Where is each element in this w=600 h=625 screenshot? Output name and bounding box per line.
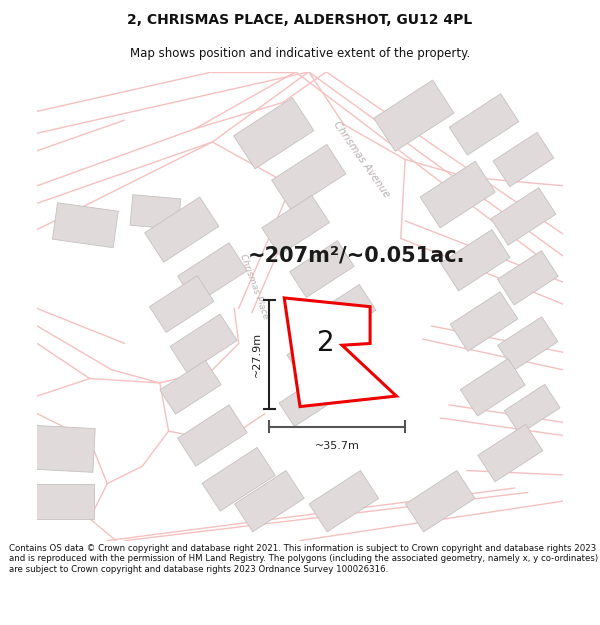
- Polygon shape: [178, 242, 247, 304]
- Text: Contains OS data © Crown copyright and database right 2021. This information is : Contains OS data © Crown copyright and d…: [9, 544, 598, 574]
- Polygon shape: [505, 384, 560, 434]
- Text: 2: 2: [317, 329, 335, 357]
- Polygon shape: [460, 359, 525, 416]
- Polygon shape: [491, 188, 556, 245]
- Text: ~207m²/~0.051ac.: ~207m²/~0.051ac.: [247, 246, 465, 266]
- Polygon shape: [33, 484, 94, 519]
- Polygon shape: [284, 298, 397, 407]
- Text: ~27.9m: ~27.9m: [253, 332, 262, 377]
- Polygon shape: [202, 448, 275, 511]
- Polygon shape: [374, 80, 454, 151]
- Polygon shape: [149, 276, 214, 332]
- Polygon shape: [23, 425, 95, 472]
- Polygon shape: [450, 292, 518, 351]
- Polygon shape: [311, 284, 376, 341]
- Polygon shape: [279, 374, 338, 426]
- Polygon shape: [160, 361, 221, 414]
- Polygon shape: [170, 314, 237, 373]
- Polygon shape: [178, 405, 247, 466]
- Polygon shape: [287, 326, 348, 379]
- Polygon shape: [145, 197, 219, 262]
- Polygon shape: [497, 317, 558, 370]
- Polygon shape: [478, 424, 543, 482]
- Polygon shape: [262, 196, 329, 255]
- Polygon shape: [272, 144, 346, 209]
- Text: Chrismas Place: Chrismas Place: [238, 253, 271, 321]
- Text: Chrismas Avenue: Chrismas Avenue: [331, 119, 391, 199]
- Polygon shape: [309, 471, 379, 532]
- Polygon shape: [290, 241, 354, 298]
- Text: 2, CHRISMAS PLACE, ALDERSHOT, GU12 4PL: 2, CHRISMAS PLACE, ALDERSHOT, GU12 4PL: [127, 13, 473, 27]
- Text: Map shows position and indicative extent of the property.: Map shows position and indicative extent…: [130, 48, 470, 61]
- Polygon shape: [497, 251, 558, 305]
- Polygon shape: [420, 161, 495, 228]
- Polygon shape: [235, 471, 304, 532]
- Text: ~35.7m: ~35.7m: [315, 441, 359, 451]
- Polygon shape: [493, 132, 554, 187]
- Polygon shape: [233, 98, 314, 169]
- Polygon shape: [130, 194, 181, 229]
- Polygon shape: [440, 229, 510, 291]
- Polygon shape: [449, 94, 519, 155]
- Polygon shape: [52, 202, 118, 248]
- Polygon shape: [406, 471, 475, 532]
